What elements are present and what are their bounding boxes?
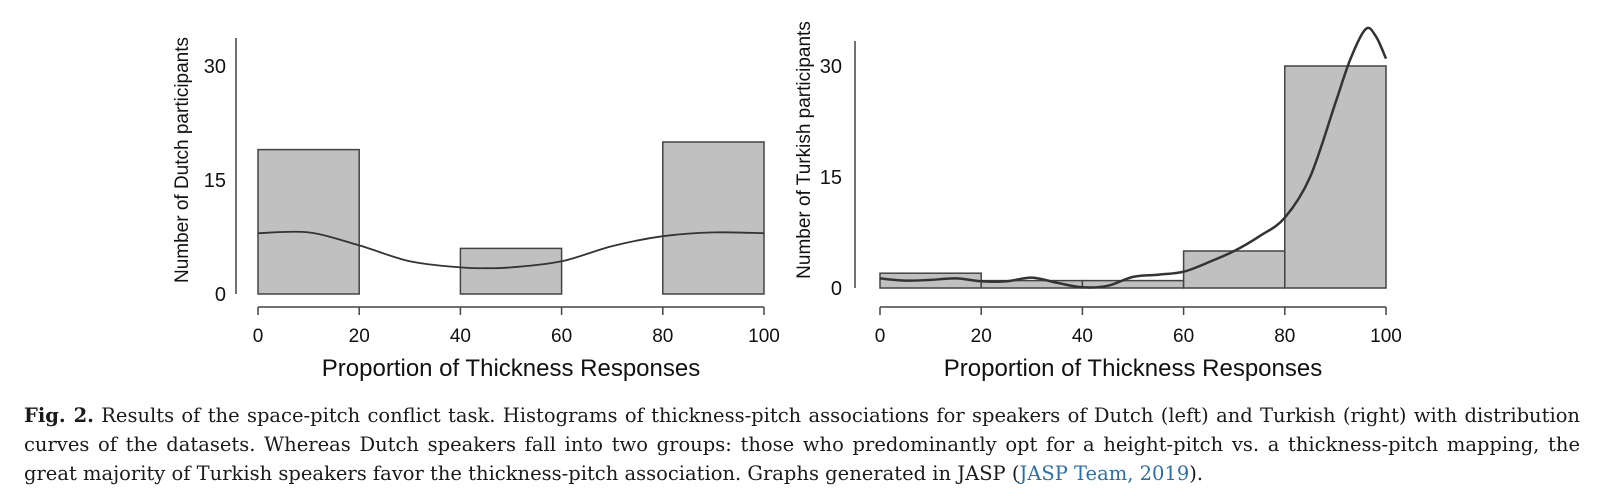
x-tick-label: 100 bbox=[748, 326, 780, 347]
dutch-histogram: 0 15 30 Number of Dutch participants 0 20 40 60… bbox=[172, 37, 780, 382]
x-tick-label: 0 bbox=[875, 326, 886, 347]
x-tick-label: 40 bbox=[1072, 326, 1093, 347]
y-tick-label: 30 bbox=[820, 56, 842, 78]
x-tick-label: 80 bbox=[652, 326, 673, 347]
y-axis-label: Number of Turkish participants bbox=[794, 21, 815, 279]
figure-caption: Fig. 2. Results of the space-pitch confl… bbox=[24, 401, 1580, 488]
density-curve bbox=[257, 230, 765, 270]
y-tick-label: 0 bbox=[215, 284, 226, 306]
x-tick-label: 100 bbox=[1370, 326, 1402, 347]
y-axis-label: Number of Dutch participants bbox=[172, 37, 193, 283]
figure-charts: 0 15 30 Number of Dutch participants 0 20 40 60… bbox=[172, 21, 1402, 382]
x-axis-label: Proportion of Thickness Responses bbox=[944, 355, 1322, 382]
x-tick-label: 20 bbox=[971, 326, 992, 347]
y-tick-label: 0 bbox=[831, 278, 842, 300]
x-tick-label: 60 bbox=[1173, 326, 1194, 347]
figure-label: Fig. 2. bbox=[24, 404, 94, 427]
density-curve bbox=[879, 26, 1388, 289]
histogram-bar bbox=[662, 141, 765, 295]
histogram-bar bbox=[1182, 250, 1286, 289]
x-tick-label: 20 bbox=[349, 326, 370, 347]
caption-text: Results of the space-pitch conflict task… bbox=[24, 404, 1580, 485]
citation-link[interactable]: JASP Team, 2019 bbox=[1019, 462, 1190, 485]
x-axis-label: Proportion of Thickness Responses bbox=[322, 355, 700, 382]
x-tick-label: 40 bbox=[450, 326, 471, 347]
y-tick-label: 30 bbox=[204, 56, 226, 78]
y-tick-label: 15 bbox=[204, 170, 226, 192]
histogram-bar bbox=[459, 247, 563, 295]
x-tick-label: 80 bbox=[1274, 326, 1295, 347]
histogram-bar bbox=[257, 148, 360, 295]
x-tick-label: 60 bbox=[551, 326, 572, 347]
caption-end: ). bbox=[1189, 462, 1204, 485]
x-tick-label: 0 bbox=[253, 326, 264, 347]
y-tick-label: 15 bbox=[820, 167, 842, 189]
